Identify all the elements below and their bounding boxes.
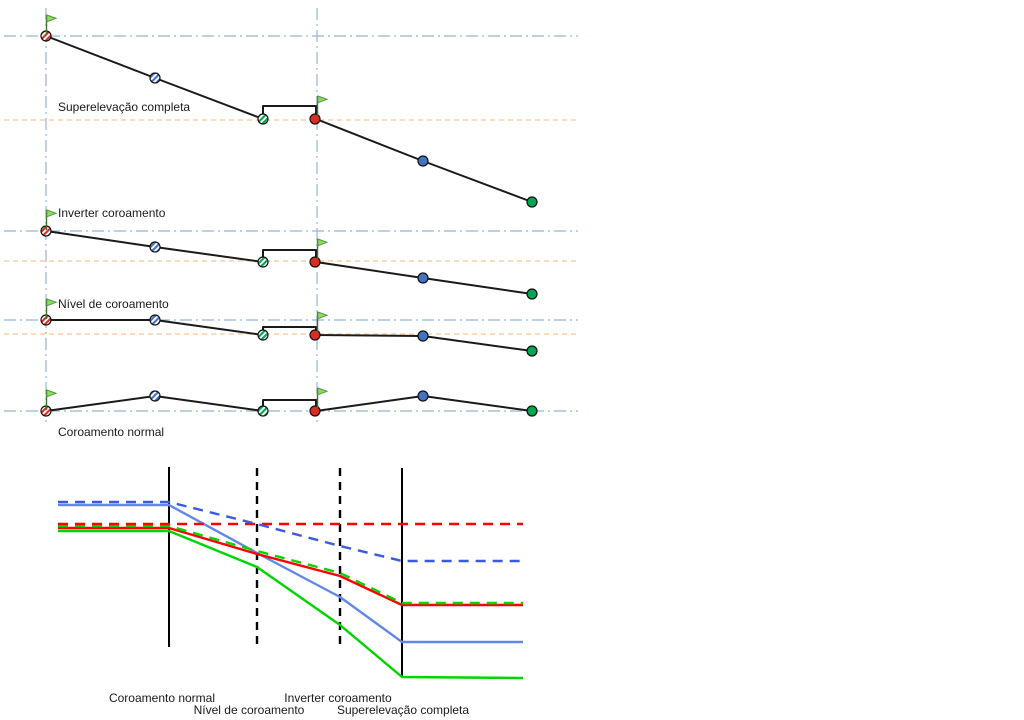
cross-section-line-coroamento-normal: [45, 395, 533, 412]
flag-icon: [316, 238, 329, 261]
marker-blue-hatched: [149, 72, 161, 84]
marker-blue-solid: [417, 330, 429, 342]
marker-green-solid: [526, 405, 538, 417]
flag-icon: [316, 95, 329, 118]
marker-blue-hatched: [149, 390, 161, 402]
section-label-coroamento-normal: Coroamento normal: [58, 425, 165, 439]
flag-icon: [316, 387, 329, 410]
marker-red-solid: [309, 256, 321, 268]
profile-line-left-lane-blue-dashed: [58, 500, 523, 563]
marker-blue-solid: [417, 155, 429, 167]
marker-blue-solid: [417, 272, 429, 284]
marker-green-hatched: [257, 113, 269, 125]
stage-label-coroamento-normal: Coroamento normal: [108, 691, 216, 705]
flag-icon: [45, 14, 58, 35]
marker-red-solid: [309, 405, 321, 417]
marker-blue-solid: [417, 390, 429, 402]
flag-icon: [316, 311, 329, 334]
flag-icon: [45, 389, 58, 410]
marker-blue-hatched: [149, 241, 161, 253]
marker-green-hatched: [257, 405, 269, 417]
flag-icon: [45, 298, 58, 319]
marker-red-solid: [309, 329, 321, 341]
cross-section-line-superelevacao-completa: [45, 35, 533, 203]
profile-line-left-inner-green-dashed: [58, 524, 523, 605]
marker-green-solid: [526, 196, 538, 208]
marker-blue-hatched: [149, 314, 161, 326]
cross-section-line-inverter-coroamento: [45, 230, 533, 295]
cross-section-line-nivel-de-coroamento: [46, 319, 533, 352]
marker-green-hatched: [257, 256, 269, 268]
stage-label-superelevacao-completa: Superelevação completa: [336, 703, 470, 717]
stage-label-nivel-de-coroamento: Nível de coroamento: [193, 703, 305, 717]
profile-line-right-lane-blue-solid: [58, 503, 523, 644]
marker-red-solid: [309, 113, 321, 125]
marker-green-solid: [526, 288, 538, 300]
section-label-superelevacao-completa: Superelevação completa: [58, 100, 191, 114]
section-label-inverter-coroamento: Inverter coroamento: [58, 206, 166, 220]
profile-line-axis-red-solid: [58, 526, 523, 607]
stage-label-inverter-coroamento: Inverter coroamento: [284, 691, 392, 705]
section-label-nivel-de-coroamento: Nível de coroamento: [58, 297, 169, 311]
marker-green-hatched: [257, 329, 269, 341]
marker-green-solid: [526, 345, 538, 357]
flag-icon: [45, 209, 58, 230]
profile-line-right-edge-green-solid: [58, 529, 524, 680]
